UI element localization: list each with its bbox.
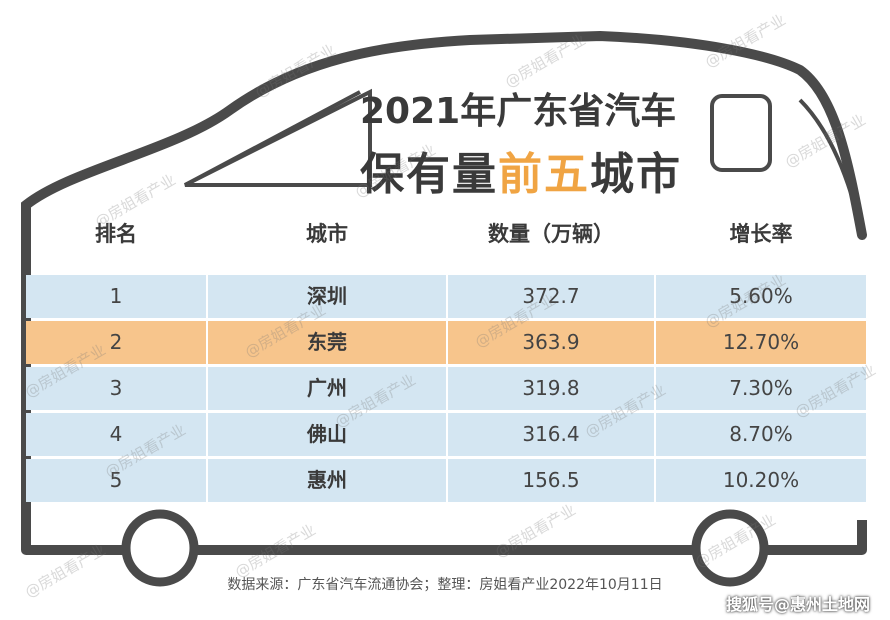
count-cell: 372.7 <box>448 275 654 318</box>
rear-window <box>710 94 772 172</box>
growth-cell: 12.70% <box>656 321 866 364</box>
chart-title-line2: 保有量前五城市 <box>360 138 720 202</box>
rear-wheel-icon <box>691 509 769 587</box>
count-cell: 316.4 <box>448 413 654 456</box>
city-cell: 惠州 <box>208 459 446 502</box>
table-header: 排名 城市 数量（万辆） 增长率 <box>26 214 866 254</box>
car-bottom-line <box>21 520 867 555</box>
car-body-outline <box>21 30 867 525</box>
rank-cell: 1 <box>26 275 206 318</box>
city-cell: 东莞 <box>208 321 446 364</box>
chart-title-line1: 2021年广东省汽车 <box>360 91 677 132</box>
growth-cell: 10.20% <box>656 459 866 502</box>
growth-cell: 5.60% <box>656 275 866 318</box>
title-prefix: 保有量 <box>360 149 498 200</box>
count-cell: 319.8 <box>448 367 654 410</box>
table-row: 4 佛山 316.4 8.70% <box>26 413 866 456</box>
city-cell: 佛山 <box>208 413 446 456</box>
header-count: 数量（万辆） <box>488 222 614 246</box>
city-cell: 广州 <box>208 367 446 410</box>
count-cell: 156.5 <box>448 459 654 502</box>
windshield-line-inner <box>184 90 361 187</box>
platform-watermark-label: 搜狐号@惠州土地网 <box>725 595 870 614</box>
header-city: 城市 <box>306 222 348 246</box>
rank-cell: 2 <box>26 321 206 364</box>
rear-curve <box>798 98 864 236</box>
title-suffix: 城市 <box>590 149 682 200</box>
header-growth: 增长率 <box>729 222 793 246</box>
table-row: 3 广州 319.8 7.30% <box>26 367 866 410</box>
table-row: 5 惠州 156.5 10.20% <box>26 459 866 502</box>
header-rank: 排名 <box>95 222 137 246</box>
windshield-line <box>184 88 372 187</box>
rank-cell: 5 <box>26 459 206 502</box>
source-note: 数据来源：广东省汽车流通协会；整理：房姐看产业2022年10月11日 <box>227 577 663 593</box>
city-cell: 深圳 <box>208 275 446 318</box>
title-accent: 前五 <box>498 149 590 200</box>
rank-cell: 4 <box>26 413 206 456</box>
table-row: 2 东莞 363.9 12.70% <box>26 321 866 364</box>
table-row: 1 深圳 372.7 5.60% <box>26 275 866 318</box>
front-wheel-icon <box>121 509 199 587</box>
growth-cell: 7.30% <box>656 367 866 410</box>
rank-cell: 3 <box>26 367 206 410</box>
count-cell: 363.9 <box>448 321 654 364</box>
growth-cell: 8.70% <box>656 413 866 456</box>
